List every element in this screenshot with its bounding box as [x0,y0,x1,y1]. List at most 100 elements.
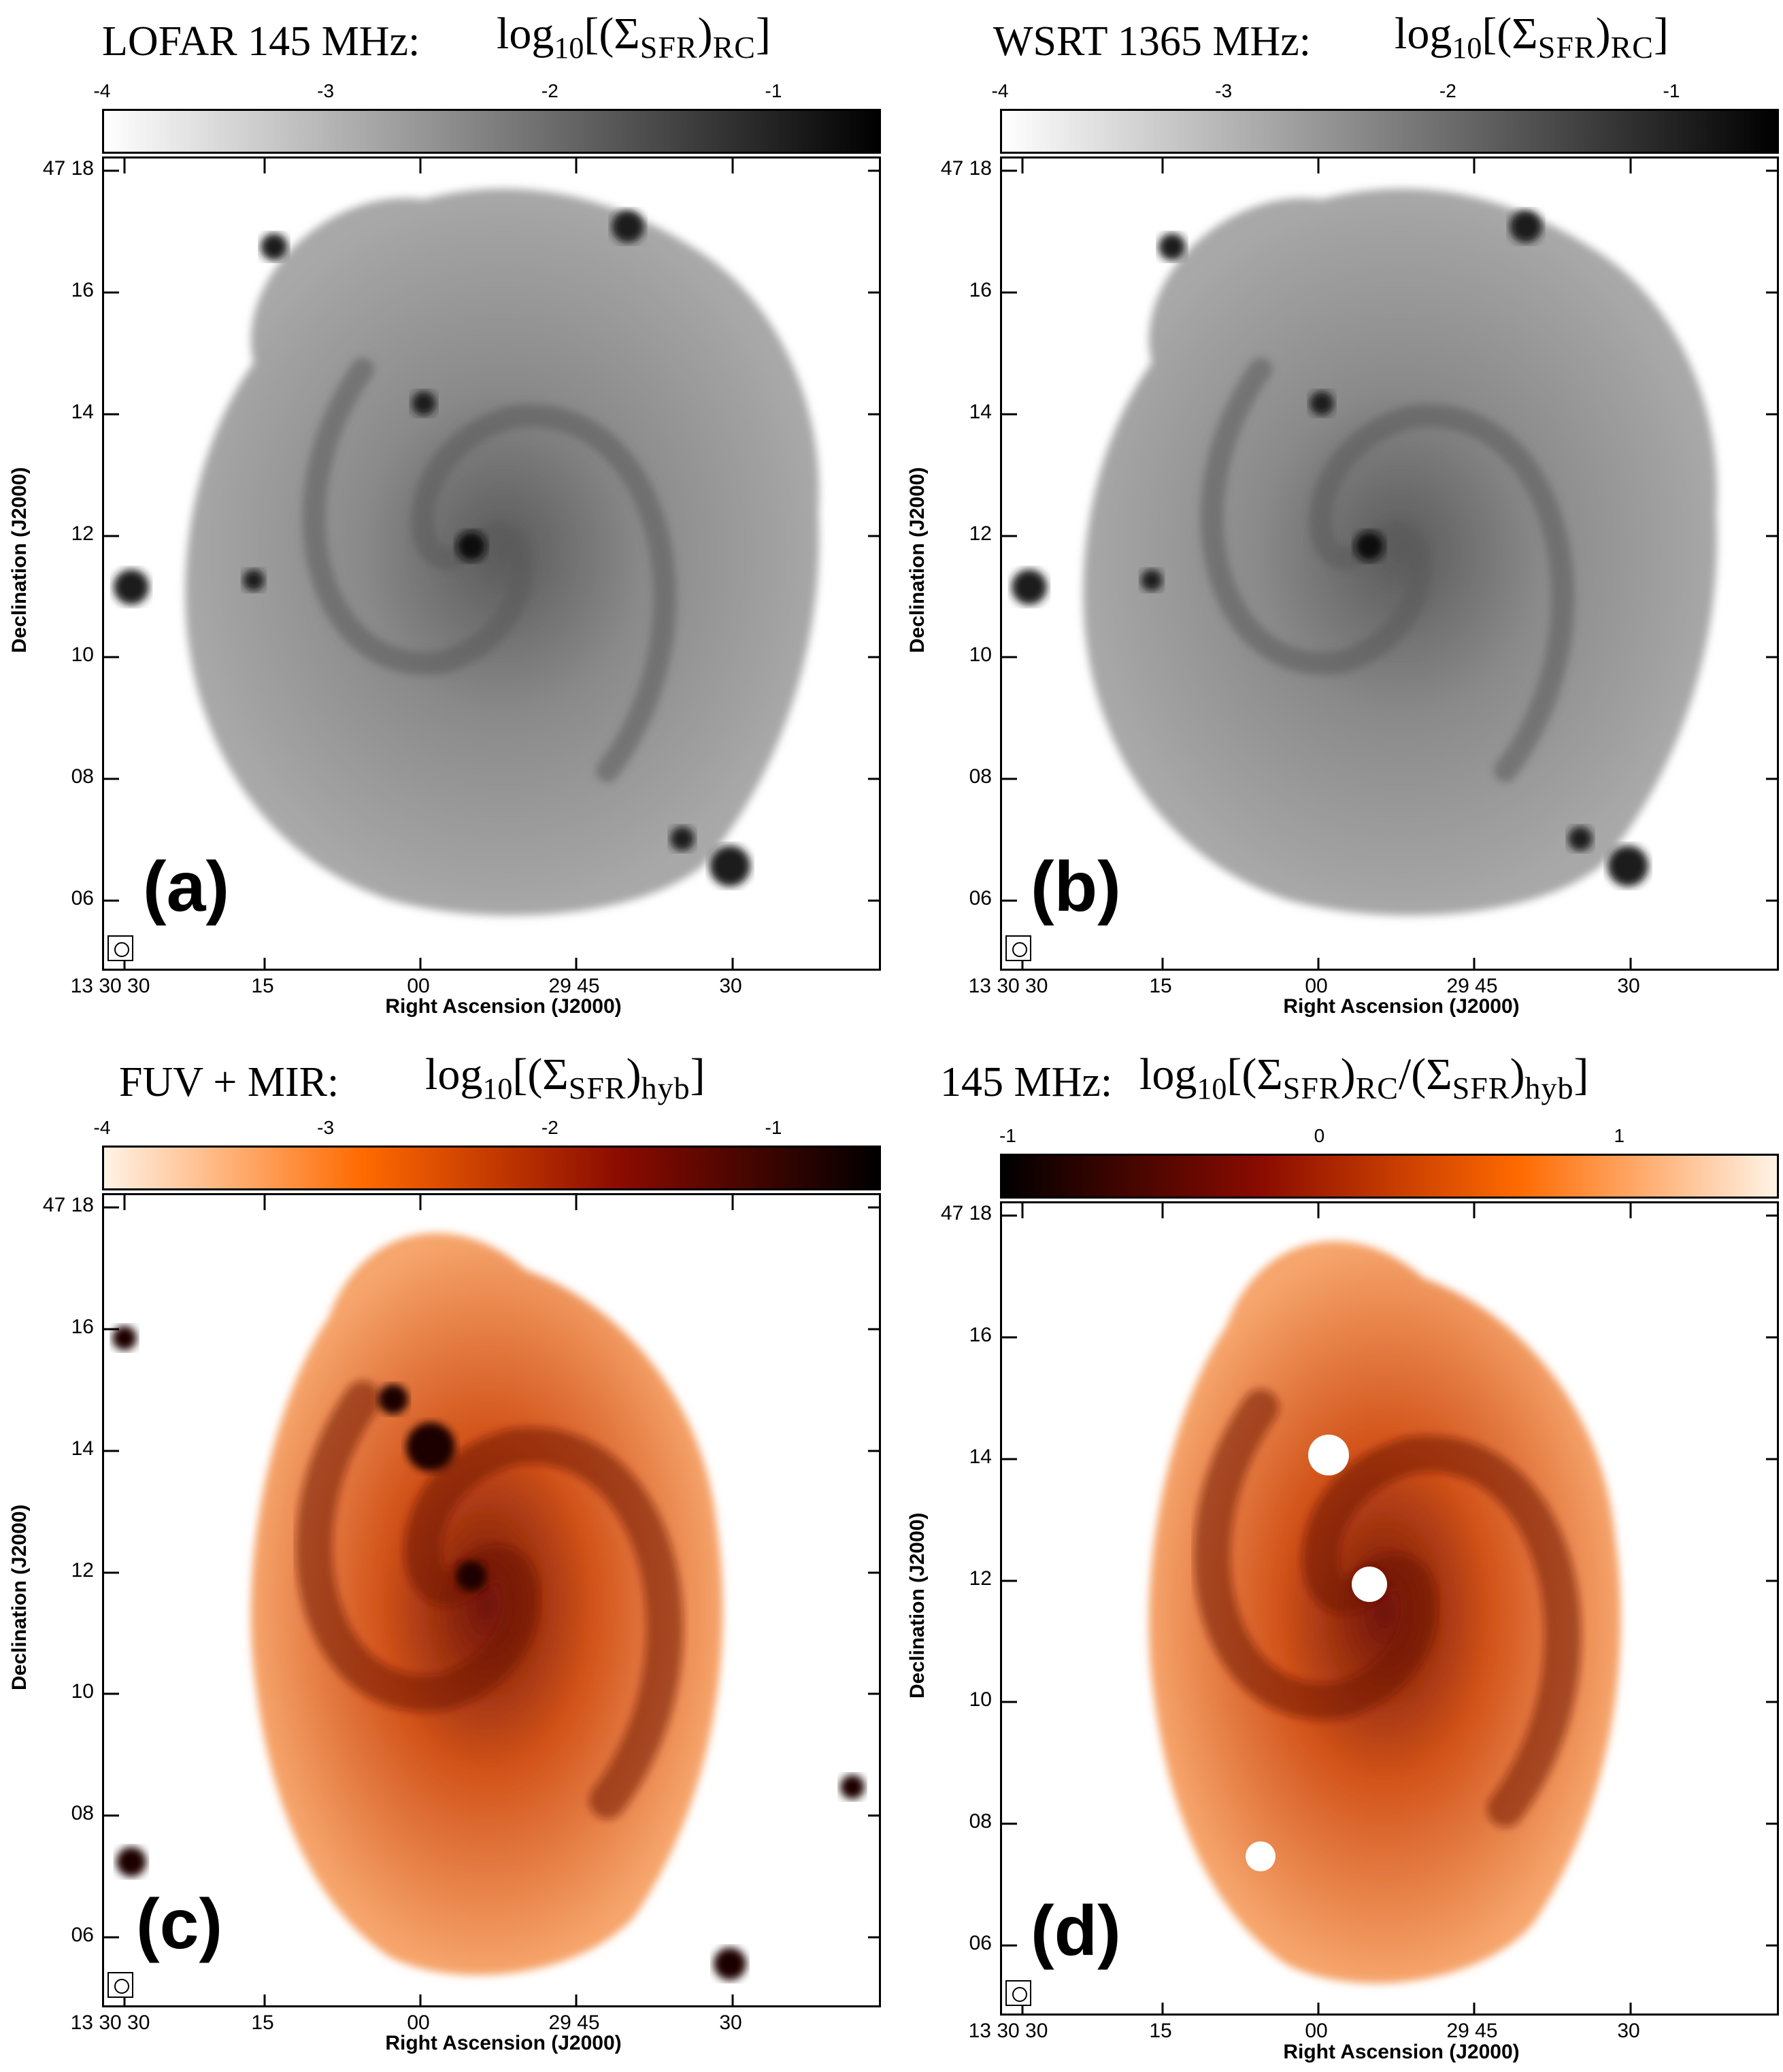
galaxy-image [104,1195,879,2005]
spiral-arm-1 [1200,358,1431,675]
nucleus [1352,1567,1387,1602]
point-source [840,1775,865,1799]
panel-a-title-math: log10[(ΣSFR)RC] [497,9,771,65]
point-source [112,1326,137,1350]
colorbar-tick-label: -2 [541,80,559,101]
colorbar-tick-label: -2 [1439,80,1456,101]
y-tick-label: 08 [969,1810,992,1833]
point-source [710,846,750,886]
y-tick-label: 14 [71,401,94,423]
y-tick-label: 06 [71,1924,94,1946]
y-tick-label: 47 18 [42,157,94,180]
panel-b-letter: (b) [1031,848,1121,926]
panel-c-colorbar-gradient [102,1146,881,1190]
y-tick-label: 47 18 [940,157,992,180]
panel-d-xlabel: Right Ascension (J2000) [1283,2041,1520,2063]
y-tick-label: 14 [71,1437,94,1460]
x-tick-label: 13 30 30 [70,975,150,997]
point-source [714,1948,746,1980]
panel-b-map [1000,156,1779,971]
panel-a-ylabel: Declination (J2000) [8,467,31,653]
galaxy-image [1002,158,1777,969]
point-source [406,1422,455,1471]
panel-a-colorbar-gradient [102,109,881,154]
panel-a-colorbar-ticks: -4 -3 -2 -1 [94,80,881,105]
x-tick-label: 15 [251,2011,274,2034]
y-tick-label: 47 18 [940,1202,992,1224]
panel-d-beam-icon [1005,1980,1031,2006]
colorbar-tick-label: -2 [541,1117,559,1138]
panel-c: FUV + MIR: log10[(ΣSFR)hyb] -4 -3 -2 -1 Dec… [0,1041,891,2072]
panel-b-xlabel: Right Ascension (J2000) [1283,995,1520,1018]
panel-d-colorbar-gradient [1000,1154,1779,1199]
point-source [1607,846,1648,886]
colorbar-tick-label: -4 [93,1117,111,1138]
panel-b: WSRT 1365 MHz: log10[(ΣSFR)RC] -4 -3 -2 -1 … [898,0,1783,1034]
spiral-arm-2 [404,1427,684,1819]
panel-d-ylabel: Declination (J2000) [906,1512,929,1699]
nucleus [1354,531,1384,561]
panel-c-colorbar-ticks: -4 -3 -2 -1 [94,1117,881,1141]
x-tick-label: 15 [1149,975,1172,997]
x-tick-label: 15 [1149,2020,1172,2042]
panel-a-beam-icon [107,935,133,961]
y-tick-label: 12 [71,522,94,545]
colorbar-tick-label: -4 [93,80,111,101]
spiral-arm-1 [295,1381,540,1712]
panel-a: LOFAR 145 MHz: log10[(ΣSFR)RC] -4 -3 -2 -1 … [0,0,891,1034]
panel-b-colorbar: -4 -3 -2 -1 [992,80,1779,156]
y-tick-label: 16 [969,1324,992,1346]
panel-b-beam-icon [1005,935,1031,961]
x-tick-label: 29 45 [548,2011,600,2034]
panel-d-title-math: log10[(ΣSFR)RC/(ΣSFR)hyb] [1139,1050,1589,1106]
y-tick-label: 12 [969,522,992,545]
y-tick-label: 10 [969,1688,992,1711]
x-tick-label: 13 30 30 [70,2011,150,2034]
point-source [412,391,436,416]
spiral-arm-1 [1193,1389,1438,1720]
nucleus [456,531,486,561]
x-tick-label: 00 [407,2011,430,2034]
panel-c-map [102,1193,881,2007]
colorbar-tick-label: -1 [765,1117,782,1138]
point-source [378,1384,408,1414]
point-source [1012,569,1047,605]
x-tick-label: 30 [1617,975,1640,997]
panel-a-letter: (a) [143,848,230,926]
panel-c-title-math: log10[(ΣSFR)hyb] [425,1050,705,1106]
panel-c-title-text: FUV + MIR: [119,1059,339,1105]
panel-a-title: LOFAR 145 MHz: log10[(ΣSFR)RC] [0,0,891,75]
panel-b-colorbar-ticks: -4 -3 -2 -1 [992,80,1779,105]
y-tick-label: 06 [71,887,94,909]
y-tick-label: 16 [71,279,94,301]
spiral-arm-2 [411,404,677,782]
panel-a-title-text: LOFAR 145 MHz: [102,18,420,65]
panel-d: 145 MHz: log10[(ΣSFR)RC/(ΣSFR)hyb] -1 0 1 … [898,1041,1783,2072]
panel-a-xlabel: Right Ascension (J2000) [385,995,622,1018]
panel-c-letter: (c) [136,1885,223,1964]
galaxy-image [1002,1203,1777,2013]
point-source [1510,210,1542,243]
panel-d-letter: (d) [1031,1892,1121,1971]
y-tick-label: 08 [71,1802,94,1824]
y-tick-label: 08 [71,765,94,788]
x-tick-label: 30 [719,2011,742,2034]
colorbar-tick-label: -1 [999,1125,1016,1146]
x-tick-label: 29 45 [1446,975,1498,997]
x-tick-label: 29 45 [548,975,600,997]
colorbar-tick-label: -1 [1663,80,1680,101]
colorbar-tick-label: -3 [317,1117,335,1138]
colorbar-tick-label: -1 [765,80,782,101]
panel-b-title-text: WSRT 1365 MHz: [993,18,1312,65]
point-source [1310,391,1334,416]
spiral-arm-2 [1302,1435,1582,1827]
panel-d-map [1000,1201,1779,2016]
point-source [114,569,149,605]
panel-c-beam-icon [107,1972,133,1998]
panel-a-map [102,156,881,971]
x-tick-label: 13 30 30 [968,2020,1048,2042]
y-tick-label: 12 [71,1559,94,1582]
y-tick-label: 14 [969,1446,992,1468]
point-source [1568,826,1593,851]
x-tick-label: 29 45 [1446,2020,1498,2042]
